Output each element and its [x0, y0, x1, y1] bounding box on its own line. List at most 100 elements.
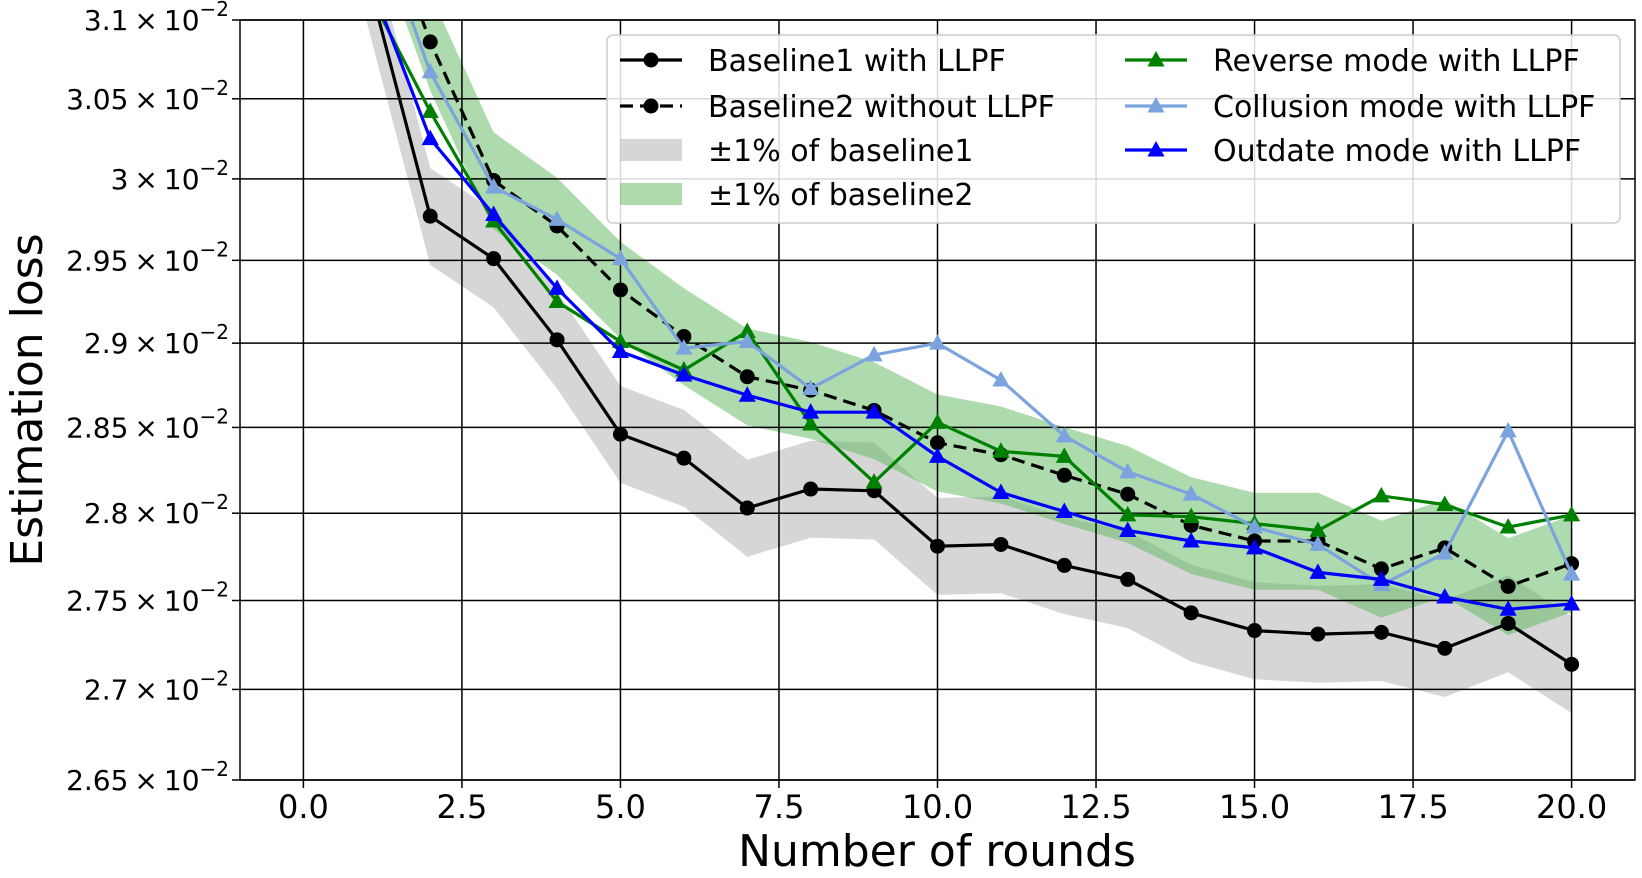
data-point [611, 249, 630, 266]
x-tick-label: 7.5 [754, 788, 805, 826]
y-tick-base: 10 [164, 497, 200, 530]
legend-label: ±1% of baseline2 [708, 178, 973, 213]
y-tick-times: × [134, 497, 157, 530]
legend-label: Reverse mode with LLPF [1213, 44, 1580, 79]
y-tick-times: × [134, 163, 157, 196]
band-fill [404, 20, 1572, 636]
data-point [1499, 600, 1517, 616]
y-tick-mantissa: 2.75 [66, 585, 128, 618]
x-axis-label: Number of rounds [738, 826, 1136, 877]
series-line [420, 20, 1573, 589]
data-point [928, 413, 947, 429]
series-line [377, 20, 1573, 666]
data-point [738, 386, 756, 402]
y-tick-times: × [134, 327, 157, 360]
band-fill [366, 20, 1572, 714]
y-tick-mantissa: 2.95 [66, 244, 128, 277]
data-point [675, 366, 693, 382]
data-point [676, 450, 692, 466]
data-point [422, 34, 438, 50]
legend-label: Outdate mode with LLPF [1213, 134, 1581, 169]
legend-swatch [620, 183, 682, 205]
data-point [612, 426, 628, 442]
data-point [992, 371, 1010, 387]
data-point [611, 342, 630, 359]
legend-swatch [620, 139, 682, 161]
x-tick-label: 20.0 [1536, 788, 1607, 826]
data-point [485, 177, 503, 194]
data-point [421, 62, 439, 79]
x-tick-label: 2.5 [436, 788, 487, 826]
y-tick-times: × [134, 244, 157, 277]
data-point [865, 345, 883, 362]
data-point [1564, 656, 1580, 672]
data-point [1372, 570, 1390, 586]
data-point [611, 332, 630, 348]
series-line [381, 20, 1572, 533]
data-point [1120, 571, 1136, 587]
data-point [1310, 626, 1326, 642]
y-tick-mantissa: 2.85 [66, 411, 128, 444]
y-tick-label: 2.65 × 10−2 [66, 757, 229, 797]
y-tick-label: 2.75 × 10−2 [66, 578, 229, 618]
x-axis-ticks: 0.0 2.5 5.0 7.5 10.0 12.5 15.0 17.5 20.0 [278, 780, 1607, 826]
legend: Baseline1 with LLPF Baseline2 without LLP… [606, 34, 1621, 224]
legend-marker [643, 52, 659, 68]
data-point [421, 102, 439, 118]
y-tick-base: 10 [164, 244, 200, 277]
data-point [1436, 495, 1454, 512]
data-point [1056, 557, 1072, 573]
y-tick-times: × [134, 4, 157, 37]
data-point [1436, 587, 1454, 604]
y-axis-label: Estimation loss [2, 233, 53, 566]
y-tick-base: 10 [164, 327, 200, 360]
y-tick-base: 10 [164, 163, 200, 196]
y-tick-label: 2.95 × 10−2 [66, 237, 229, 277]
data-point [738, 332, 756, 348]
y-tick-mantissa: 2.9 [84, 327, 129, 360]
data-point [1120, 486, 1136, 502]
y-tick-exponent: −2 [200, 404, 229, 428]
data-point [1182, 531, 1200, 548]
y-tick-times: × [134, 411, 157, 444]
y-tick-label: 2.8 × 10−2 [84, 490, 229, 530]
data-point [1563, 565, 1581, 581]
data-point [612, 282, 628, 298]
y-tick-base: 10 [164, 411, 200, 444]
data-point [1309, 563, 1327, 579]
data-point [486, 251, 502, 267]
y-tick-times: × [134, 83, 157, 116]
data-point [548, 279, 566, 295]
x-tick-label: 0.0 [278, 788, 329, 826]
y-tick-times: × [134, 673, 157, 706]
y-tick-base: 10 [164, 673, 200, 706]
data-point [1056, 467, 1072, 483]
data-point [1437, 640, 1453, 656]
data-point [993, 536, 1009, 552]
series-line [382, 20, 1572, 611]
data-point [1182, 507, 1200, 524]
y-tick-mantissa: 2.7 [84, 673, 129, 706]
y-axis-ticks: 3.1 × 10−23.05 × 10−23 × 10−22.95 × 10−22.9 × 10−2… [66, 0, 240, 797]
data-point [1436, 544, 1454, 560]
y-tick-mantissa: 3.1 [84, 4, 129, 37]
legend-marker [1147, 51, 1165, 67]
legend-label: Baseline2 without LLPF [708, 90, 1055, 125]
y-tick-label: 3.1 × 10−2 [84, 0, 229, 37]
data-point [1055, 426, 1073, 443]
data-point [1373, 561, 1389, 577]
data-point [1500, 615, 1516, 631]
data-point [422, 208, 438, 224]
y-tick-label: 2.85 × 10−2 [66, 404, 229, 444]
data-point [865, 403, 883, 419]
y-tick-times: × [134, 764, 157, 797]
data-point [1055, 447, 1073, 463]
data-point [1183, 605, 1199, 621]
y-tick-label: 2.7 × 10−2 [84, 666, 229, 706]
data-point [675, 339, 693, 355]
y-tick-exponent: −2 [200, 490, 229, 514]
y-tick-exponent: −2 [200, 757, 229, 781]
data-point [1182, 485, 1200, 501]
data-point [802, 415, 820, 431]
